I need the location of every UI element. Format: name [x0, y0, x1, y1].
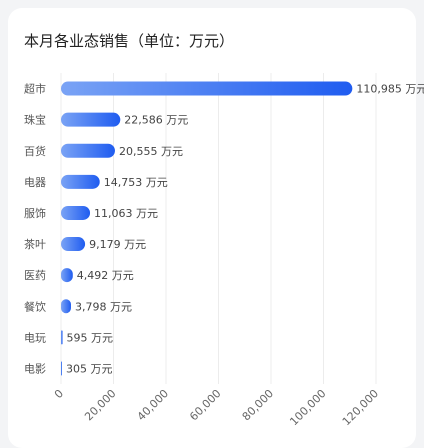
- category-label: 茶叶: [24, 238, 46, 251]
- category-label: 珠宝: [24, 113, 46, 127]
- x-tick-label: 20,000: [82, 387, 118, 423]
- value-label: 11,063 万元: [94, 207, 158, 220]
- category-label: 电器: [24, 176, 46, 189]
- x-tick-label: 100,000: [287, 387, 328, 428]
- value-label: 20,555 万元: [119, 145, 183, 158]
- x-tick-label: 0: [52, 387, 66, 401]
- category-label: 服饰: [24, 206, 46, 220]
- x-tick-label: 60,000: [187, 387, 223, 423]
- value-label: 9,179 万元: [89, 238, 146, 251]
- bar[interactable]: [61, 205, 91, 220]
- x-tick-label: 80,000: [240, 387, 276, 423]
- category-label: 医药: [24, 269, 46, 282]
- value-label: 14,753 万元: [104, 176, 168, 189]
- value-label: 22,586 万元: [124, 114, 188, 127]
- bar[interactable]: [61, 361, 62, 376]
- bar[interactable]: [61, 174, 100, 189]
- value-label: 595 万元: [67, 331, 114, 344]
- bar[interactable]: [61, 81, 353, 96]
- value-label: 110,985 万元: [356, 83, 424, 96]
- bar[interactable]: [61, 299, 71, 314]
- chart-card: [8, 8, 416, 448]
- bar[interactable]: [61, 268, 73, 283]
- category-label: 电玩: [24, 331, 46, 344]
- category-label: 超市: [24, 82, 46, 96]
- bar[interactable]: [61, 330, 63, 345]
- category-label: 百货: [24, 144, 46, 158]
- chart-title: 本月各业态销售（单位：万元）: [24, 32, 235, 50]
- bar[interactable]: [61, 143, 115, 158]
- x-tick-label: 120,000: [340, 387, 381, 428]
- bar[interactable]: [61, 112, 121, 127]
- value-label: 4,492 万元: [77, 269, 134, 282]
- value-label: 305 万元: [66, 362, 113, 375]
- value-label: 3,798 万元: [75, 300, 132, 313]
- x-tick-label: 40,000: [135, 387, 171, 423]
- bar[interactable]: [61, 237, 86, 252]
- category-label: 餐饮: [24, 299, 46, 313]
- category-label: 电影: [24, 362, 46, 375]
